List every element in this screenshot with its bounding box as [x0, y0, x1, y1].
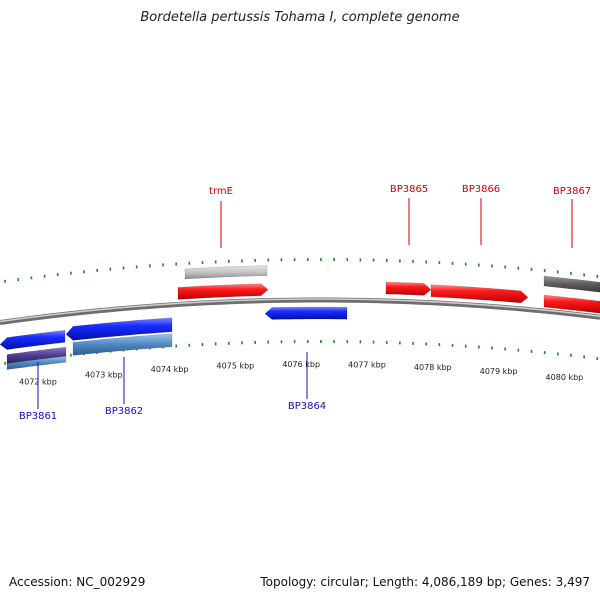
gene-label-BP3861: BP3861 [19, 411, 57, 422]
scale-tick-label: 4074 kbp [151, 365, 189, 374]
scale-tick-label: 4079 kbp [480, 367, 518, 376]
backbone-ring [0, 297, 600, 326]
gene-label-BP3864: BP3864 [288, 401, 326, 412]
gene-label-BP3865: BP3865 [390, 184, 428, 195]
gene-arrow-BP3867 [543, 294, 600, 314]
gene-arrow-BP3861 [0, 330, 66, 350]
map-title: Bordetella pertussis Tohama I, complete … [140, 10, 460, 25]
scale-tick-label: 4080 kbp [546, 373, 584, 382]
scale-tick-label: 4078 kbp [414, 363, 452, 372]
gene-arrow-BP3862 [65, 317, 173, 341]
gene-label-BP3862: BP3862 [105, 406, 143, 417]
gene-label-BP3867: BP3867 [553, 186, 591, 197]
gene-arrow-BP3866 [430, 284, 529, 304]
scale-tick-label: 4073 kbp [85, 370, 123, 379]
steel-feature-lower-2 [6, 355, 67, 370]
scale-tick-label: 4075 kbp [217, 362, 255, 371]
gene-label-BP3866: BP3866 [462, 184, 500, 195]
gene-label-trmE: trmE [209, 186, 233, 197]
gray-feature-upper [184, 265, 268, 280]
genome-summary-text: Topology: circular; Length: 4,086,189 bp… [260, 575, 590, 589]
dark-feature-upper [543, 275, 600, 293]
scale-tick-label: 4076 kbp [282, 360, 320, 369]
gene-arrow-trmE [177, 283, 269, 300]
steel-feature-lower [72, 333, 173, 356]
backbone-highlight [0, 298, 600, 323]
accession-text: Accession: NC_002929 [9, 575, 146, 589]
gene-arrow-BP3865 [385, 281, 432, 296]
scale-tick-label: 4077 kbp [348, 360, 386, 369]
gene-arrow-BP3864 [264, 306, 348, 320]
